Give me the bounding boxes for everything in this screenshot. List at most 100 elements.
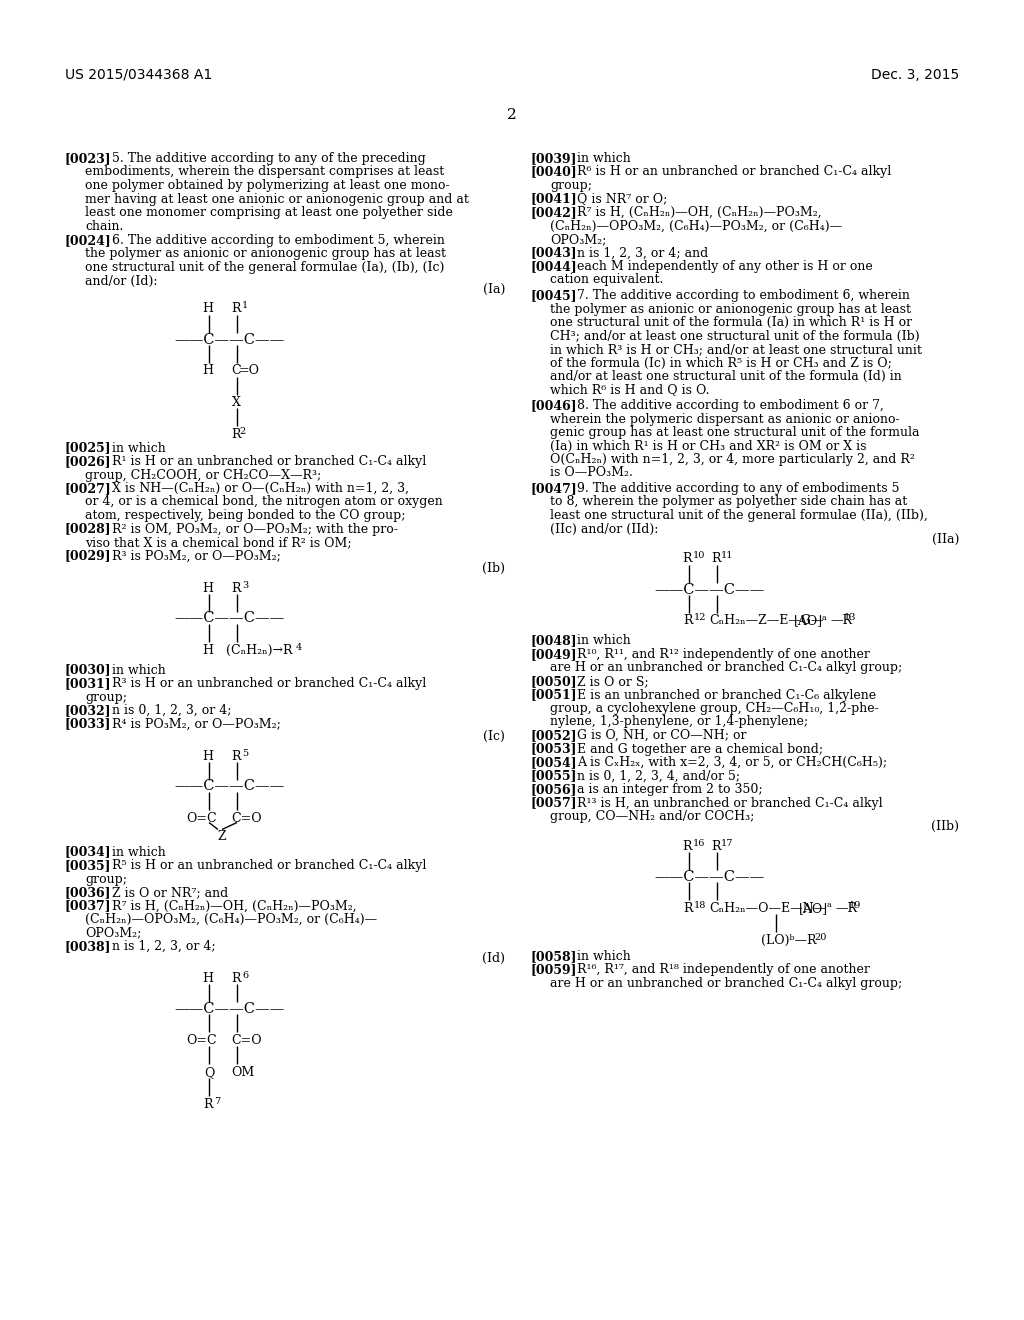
Text: [0058]: [0058] bbox=[530, 950, 577, 964]
Text: (CₙH₂ₙ)—OPO₃M₂, (C₆H₄)—PO₃M₂, or (C₆H₄)—: (CₙH₂ₙ)—OPO₃M₂, (C₆H₄)—PO₃M₂, or (C₆H₄)— bbox=[550, 219, 842, 232]
Text: 20: 20 bbox=[814, 933, 826, 942]
Text: Z: Z bbox=[217, 830, 225, 843]
Text: (IIa): (IIa) bbox=[932, 532, 959, 545]
Text: E is an unbranched or branched C₁-C₆ alkylene: E is an unbranched or branched C₁-C₆ alk… bbox=[577, 689, 877, 701]
Text: (Ia): (Ia) bbox=[482, 282, 505, 296]
Text: (Ia) in which R¹ is H or CH₃ and XR² is OM or X is: (Ia) in which R¹ is H or CH₃ and XR² is … bbox=[550, 440, 866, 453]
Text: of the formula (Ic) in which R⁵ is H or CH₃ and Z is O;: of the formula (Ic) in which R⁵ is H or … bbox=[550, 356, 892, 370]
Text: and/or at least one structural unit of the formula (Id) in: and/or at least one structural unit of t… bbox=[550, 370, 902, 383]
Text: R: R bbox=[231, 972, 241, 985]
Text: ——C——C——: ——C——C—— bbox=[174, 333, 285, 346]
Text: [0047]: [0047] bbox=[530, 482, 577, 495]
Text: (Ic): (Ic) bbox=[483, 730, 505, 742]
Text: which R⁶ is H and Q is O.: which R⁶ is H and Q is O. bbox=[550, 384, 710, 396]
Text: mer having at least one anionic or anionogenic group and at: mer having at least one anionic or anion… bbox=[85, 193, 469, 206]
Text: cation equivalent.: cation equivalent. bbox=[550, 273, 664, 286]
Text: (Id): (Id) bbox=[482, 952, 505, 965]
Text: group;: group; bbox=[85, 690, 127, 704]
Text: H: H bbox=[202, 644, 213, 656]
Text: [0029]: [0029] bbox=[65, 549, 112, 562]
Text: [0030]: [0030] bbox=[65, 664, 112, 676]
Text: ——C——C——: ——C——C—— bbox=[654, 582, 764, 597]
Text: a: a bbox=[827, 902, 831, 909]
Text: chain.: chain. bbox=[85, 219, 123, 232]
Text: 2: 2 bbox=[239, 428, 246, 437]
Text: R³ is H or an unbranched or branched C₁-C₄ alkyl: R³ is H or an unbranched or branched C₁-… bbox=[112, 677, 426, 690]
Text: [0032]: [0032] bbox=[65, 704, 112, 717]
Text: in which: in which bbox=[112, 664, 166, 676]
Text: ⌊AO⌋: ⌊AO⌋ bbox=[794, 615, 823, 627]
Text: US 2015/0344368 A1: US 2015/0344368 A1 bbox=[65, 69, 212, 82]
Text: 7: 7 bbox=[214, 1097, 220, 1106]
Text: X: X bbox=[232, 396, 241, 409]
Text: H: H bbox=[202, 582, 213, 594]
Text: n is 1, 2, 3, or 4; and: n is 1, 2, 3, or 4; and bbox=[577, 247, 709, 260]
Text: R⁴ is PO₃M₂, or O—PO₃M₂;: R⁴ is PO₃M₂, or O—PO₃M₂; bbox=[112, 718, 281, 730]
Text: [0044]: [0044] bbox=[530, 260, 577, 273]
Text: R: R bbox=[231, 582, 241, 594]
Text: (Ib): (Ib) bbox=[482, 561, 505, 574]
Text: =O: =O bbox=[239, 364, 260, 378]
Text: each M independently of any other is H or one: each M independently of any other is H o… bbox=[577, 260, 872, 273]
Text: ——C——C——: ——C——C—— bbox=[174, 780, 285, 793]
Text: [0056]: [0056] bbox=[530, 783, 577, 796]
Text: 4: 4 bbox=[296, 643, 302, 652]
Text: R³ is PO₃M₂, or O—PO₃M₂;: R³ is PO₃M₂, or O—PO₃M₂; bbox=[112, 549, 281, 562]
Text: one polymer obtained by polymerizing at least one mono-: one polymer obtained by polymerizing at … bbox=[85, 180, 450, 191]
Text: [0057]: [0057] bbox=[530, 796, 577, 809]
Text: in which: in which bbox=[577, 152, 631, 165]
Text: one structural unit of the general formulae (Ia), (Ib), (Ic): one structural unit of the general formu… bbox=[85, 261, 444, 275]
Text: [0053]: [0053] bbox=[530, 742, 577, 755]
Text: [0037]: [0037] bbox=[65, 899, 112, 912]
Text: —R: —R bbox=[830, 615, 852, 627]
Text: ——C——C——: ——C——C—— bbox=[174, 611, 285, 626]
Text: n is 0, 1, 2, 3, or 4;: n is 0, 1, 2, 3, or 4; bbox=[112, 704, 231, 717]
Text: H: H bbox=[202, 302, 213, 315]
Text: [0025]: [0025] bbox=[65, 441, 112, 454]
Text: 12: 12 bbox=[694, 614, 707, 623]
Text: in which: in which bbox=[112, 846, 166, 858]
Text: R: R bbox=[711, 553, 721, 565]
Text: in which: in which bbox=[112, 441, 166, 454]
Text: n is 0, 1, 2, 3, 4, and/or 5;: n is 0, 1, 2, 3, 4, and/or 5; bbox=[577, 770, 740, 783]
Text: 5: 5 bbox=[242, 748, 248, 758]
Text: H: H bbox=[202, 972, 213, 985]
Text: nylene, 1,3-phenylene, or 1,4-phenylene;: nylene, 1,3-phenylene, or 1,4-phenylene; bbox=[550, 715, 808, 729]
Text: [0033]: [0033] bbox=[65, 718, 112, 730]
Text: ⌊AO⌋: ⌊AO⌋ bbox=[799, 902, 828, 915]
Text: [0036]: [0036] bbox=[65, 886, 112, 899]
Text: R¹³ is H, an unbranched or branched C₁-C₄ alkyl: R¹³ is H, an unbranched or branched C₁-C… bbox=[577, 796, 883, 809]
Text: 9. The additive according to any of embodiments 5: 9. The additive according to any of embo… bbox=[577, 482, 899, 495]
Text: 16: 16 bbox=[693, 840, 706, 847]
Text: H: H bbox=[202, 750, 213, 763]
Text: in which: in which bbox=[577, 635, 631, 648]
Text: [0049]: [0049] bbox=[530, 648, 577, 661]
Text: [0039]: [0039] bbox=[530, 152, 577, 165]
Text: viso that X is a chemical bond if R² is OM;: viso that X is a chemical bond if R² is … bbox=[85, 536, 351, 549]
Text: R: R bbox=[231, 302, 241, 315]
Text: Z is O or S;: Z is O or S; bbox=[577, 675, 648, 688]
Text: 13: 13 bbox=[844, 614, 856, 623]
Text: wherein the polymeric dispersant as anionic or aniono-: wherein the polymeric dispersant as anio… bbox=[550, 412, 900, 425]
Text: X is NH—(CₙH₂ₙ) or O—(CₙH₂ₙ) with n=1, 2, 3,: X is NH—(CₙH₂ₙ) or O—(CₙH₂ₙ) with n=1, 2… bbox=[112, 482, 409, 495]
Text: in which: in which bbox=[577, 950, 631, 964]
Text: CₙH₂ₙ—O—E—N—: CₙH₂ₙ—O—E—N— bbox=[709, 902, 826, 915]
Text: 7. The additive according to embodiment 6, wherein: 7. The additive according to embodiment … bbox=[577, 289, 910, 302]
Text: [0031]: [0031] bbox=[65, 677, 112, 690]
Text: R¹⁰, R¹¹, and R¹² independently of one another: R¹⁰, R¹¹, and R¹² independently of one a… bbox=[577, 648, 869, 661]
Text: O=C: O=C bbox=[186, 812, 217, 825]
Text: Q is NR⁷ or O;: Q is NR⁷ or O; bbox=[577, 193, 668, 206]
Text: [0054]: [0054] bbox=[530, 756, 577, 770]
Text: OPO₃M₂;: OPO₃M₂; bbox=[85, 927, 141, 940]
Text: least one monomer comprising at least one polyether side: least one monomer comprising at least on… bbox=[85, 206, 453, 219]
Text: R⁷ is H, (CₙH₂ₙ)—OH, (CₙH₂ₙ)—PO₃M₂,: R⁷ is H, (CₙH₂ₙ)—OH, (CₙH₂ₙ)—PO₃M₂, bbox=[577, 206, 821, 219]
Text: and/or (Id):: and/or (Id): bbox=[85, 275, 158, 288]
Text: R⁵ is H or an unbranched or branched C₁-C₄ alkyl: R⁵ is H or an unbranched or branched C₁-… bbox=[112, 859, 426, 873]
Text: R: R bbox=[231, 428, 241, 441]
Text: group, CH₂COOH, or CH₂CO—X—R³;: group, CH₂COOH, or CH₂CO—X—R³; bbox=[85, 469, 322, 482]
Text: A is CₓH₂ₓ, with x=2, 3, 4, or 5, or CH₂CH(C₆H₅);: A is CₓH₂ₓ, with x=2, 3, 4, or 5, or CH₂… bbox=[577, 756, 887, 770]
Text: n is 1, 2, 3, or 4;: n is 1, 2, 3, or 4; bbox=[112, 940, 216, 953]
Text: 2: 2 bbox=[507, 108, 517, 121]
Text: R¹⁶, R¹⁷, and R¹⁸ independently of one another: R¹⁶, R¹⁷, and R¹⁸ independently of one a… bbox=[577, 964, 869, 977]
Text: R: R bbox=[683, 615, 692, 627]
